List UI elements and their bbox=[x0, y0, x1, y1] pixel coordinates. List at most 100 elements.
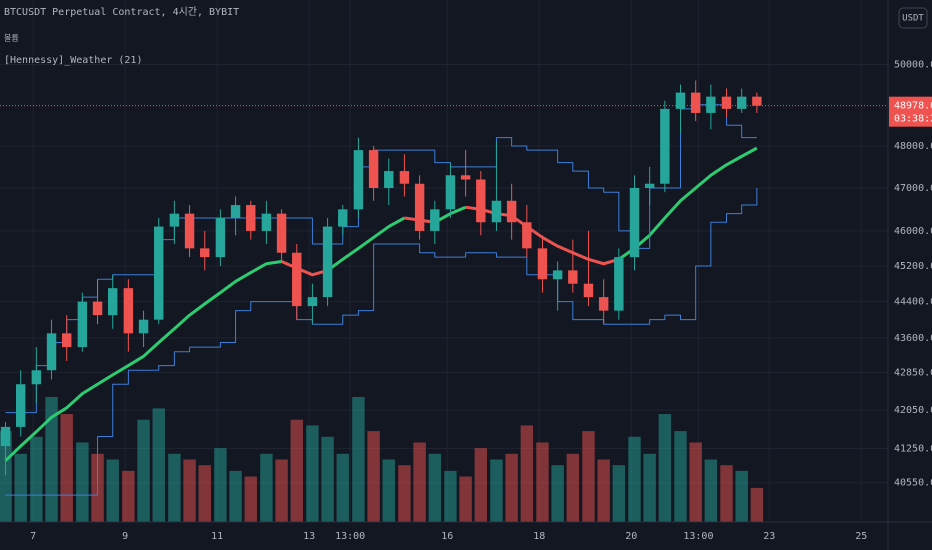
volume-bar bbox=[704, 459, 718, 522]
candle-body bbox=[215, 217, 226, 258]
volume-bar bbox=[536, 442, 549, 522]
candle-body bbox=[552, 270, 563, 280]
y-tick-label: 42050.0 bbox=[894, 405, 932, 416]
candle-body bbox=[77, 301, 88, 348]
candle-body bbox=[614, 257, 624, 311]
y-tick-label: 40550.0 bbox=[894, 478, 932, 489]
last-price-label: 48978.0 bbox=[894, 101, 932, 112]
volume-bar bbox=[275, 459, 288, 522]
volume-bar bbox=[750, 487, 764, 522]
volume-bar bbox=[505, 453, 518, 522]
volume-bar bbox=[628, 436, 641, 522]
candle-body bbox=[583, 283, 594, 298]
volume-bar bbox=[30, 436, 43, 522]
y-tick-label: 41250.0 bbox=[894, 444, 932, 455]
y-tick-label: 48000.0 bbox=[894, 141, 932, 152]
candle-body bbox=[522, 222, 532, 249]
candle-body bbox=[46, 333, 57, 371]
y-tick-label: 43600.0 bbox=[894, 333, 932, 344]
currency-button[interactable] bbox=[898, 7, 928, 29]
candle-body bbox=[246, 205, 256, 231]
x-tick-label: 13:00 bbox=[683, 531, 713, 542]
volume-bar bbox=[474, 448, 488, 522]
volume-bar bbox=[520, 425, 534, 522]
candle-body bbox=[230, 205, 241, 218]
last-price-box bbox=[889, 96, 932, 127]
volume-bar bbox=[168, 453, 181, 522]
volume-bar bbox=[444, 470, 457, 522]
volume-bar bbox=[336, 453, 349, 522]
currency-label[interactable]: USDT bbox=[902, 14, 924, 24]
candle-body bbox=[506, 200, 517, 223]
candle-body bbox=[430, 209, 440, 231]
candle-body bbox=[399, 171, 410, 184]
candle-body bbox=[169, 213, 180, 227]
candle-body bbox=[491, 200, 502, 223]
weather-line bbox=[4, 146, 758, 462]
candle-body bbox=[384, 171, 394, 188]
candle-body bbox=[276, 213, 287, 253]
volume-bar bbox=[290, 419, 303, 522]
volume-bar bbox=[244, 476, 257, 522]
volume-bar bbox=[183, 459, 196, 522]
volume-bar bbox=[45, 397, 58, 522]
countdown-label: 03:38:22 bbox=[894, 114, 932, 125]
indicator-label: [Hennessy]_Weather (21) bbox=[4, 55, 142, 66]
x-tick-label: 25 bbox=[855, 531, 867, 542]
candle-body bbox=[598, 297, 609, 311]
x-tick-label: 16 bbox=[441, 531, 453, 542]
candle-body bbox=[123, 288, 134, 334]
volume-bar bbox=[137, 419, 150, 522]
candle-body bbox=[445, 175, 456, 210]
volume-bar bbox=[566, 453, 580, 522]
volume-label: 볼륨 bbox=[4, 33, 19, 43]
x-tick-label: 13:00 bbox=[335, 531, 365, 542]
candle-body bbox=[644, 183, 655, 188]
candle-body bbox=[92, 301, 103, 316]
volume-bar bbox=[321, 436, 334, 522]
volume-bar bbox=[735, 470, 748, 522]
candle-body bbox=[184, 213, 195, 249]
candle-body bbox=[752, 96, 762, 106]
x-tick-label: 9 bbox=[122, 531, 128, 542]
volume-bar bbox=[14, 453, 27, 522]
y-tick-label: 42850.0 bbox=[894, 368, 932, 379]
candle-body bbox=[736, 96, 747, 109]
volume-bar bbox=[198, 465, 211, 522]
candle-body bbox=[31, 370, 42, 385]
x-tick-label: 23 bbox=[763, 531, 775, 542]
volume-bar bbox=[597, 459, 610, 522]
volume-bar bbox=[0, 431, 12, 522]
candle-body bbox=[62, 333, 72, 348]
x-tick-label: 18 bbox=[533, 531, 545, 542]
volume-bar bbox=[674, 431, 687, 522]
candle-body bbox=[675, 92, 686, 109]
volume-bar bbox=[152, 408, 165, 522]
volume-bar bbox=[60, 414, 73, 522]
chart-title: BTCUSDT Perpetual Contract, 4시간, BYBIT bbox=[4, 6, 239, 18]
volume-bar bbox=[658, 414, 672, 522]
volume-bar bbox=[260, 453, 273, 522]
volume-bar bbox=[428, 453, 442, 522]
candle-body bbox=[108, 288, 118, 316]
candle-body bbox=[706, 96, 716, 113]
volume-bar bbox=[612, 465, 626, 522]
x-tick-label: 11 bbox=[211, 531, 223, 542]
candle-body bbox=[568, 270, 578, 284]
candle-body bbox=[353, 150, 364, 210]
candle-body bbox=[322, 226, 333, 298]
channel-line bbox=[5, 187, 758, 496]
volume-bar bbox=[122, 470, 135, 522]
volume-bar bbox=[214, 448, 227, 522]
candle-body bbox=[414, 183, 425, 231]
candle-body bbox=[138, 319, 149, 334]
candle-body bbox=[154, 226, 164, 320]
candle-body bbox=[721, 96, 732, 109]
volume-bar bbox=[76, 442, 89, 522]
axes-layer: 50000.0 48000.0 47000.0 46000.0 45200.0 44400… bbox=[30, 59, 932, 542]
candle-body bbox=[476, 179, 486, 223]
volume-layer bbox=[0, 397, 764, 522]
candle-body bbox=[200, 248, 210, 258]
candles-layer bbox=[0, 80, 762, 476]
